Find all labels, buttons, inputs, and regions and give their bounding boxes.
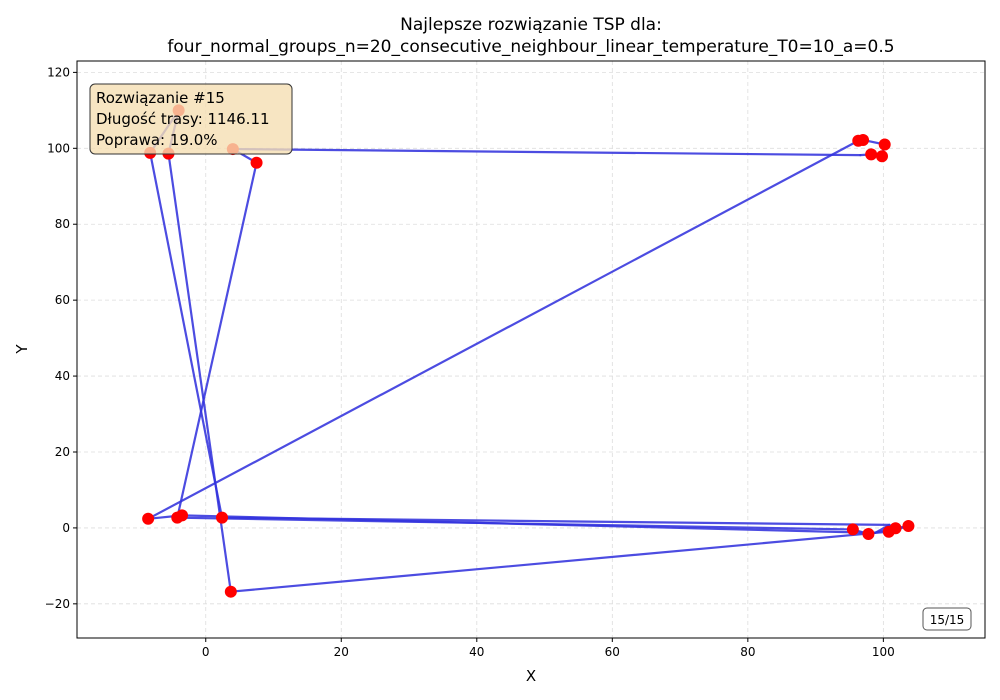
- chart-title-line2: four_normal_groups_n=20_consecutive_neig…: [167, 37, 894, 57]
- y-tick-label: 20: [55, 445, 70, 459]
- plot-frame: [76, 60, 986, 639]
- city-point: [902, 520, 915, 533]
- route-segment: [231, 147, 862, 157]
- city-point: [171, 511, 184, 524]
- y-tick-label: 120: [47, 65, 70, 79]
- chart-title-line1: Najlepsze rozwiązanie TSP dla:: [400, 15, 662, 35]
- city-point: [250, 156, 263, 169]
- route-segment: [167, 152, 232, 593]
- city-point: [224, 585, 237, 598]
- y-tick-label: 80: [55, 217, 70, 231]
- city-point: [862, 527, 875, 540]
- frame-counter-box: 15/15: [922, 607, 972, 631]
- info-route-length: Długość trasy: 1146.11: [96, 110, 270, 128]
- info-solution-number: Rozwiązanie #15: [96, 89, 225, 107]
- city-point: [876, 150, 889, 163]
- x-tick-label: 20: [334, 645, 349, 659]
- grid-lines: [77, 61, 985, 638]
- route-segment: [149, 151, 224, 519]
- route-segment: [176, 516, 854, 531]
- city-point: [142, 512, 155, 525]
- route-lines: [147, 109, 910, 593]
- route-segment: [176, 161, 258, 519]
- x-tick-label: 40: [469, 645, 484, 659]
- info-box: Rozwiązanie #15 Długość trasy: 1146.11 P…: [89, 83, 293, 155]
- city-point: [216, 511, 229, 524]
- y-tick-label: −20: [45, 597, 70, 611]
- info-improvement: Poprawa: 19.0%: [96, 131, 218, 149]
- x-tick-label: 100: [872, 645, 895, 659]
- x-tick-label: 80: [740, 645, 755, 659]
- y-tick-label: 60: [55, 293, 70, 307]
- x-axis-label: X: [526, 667, 536, 685]
- x-tick-label: 0: [202, 645, 210, 659]
- y-tick-label: 40: [55, 369, 70, 383]
- city-point: [878, 138, 891, 151]
- city-point: [889, 522, 902, 535]
- y-axis-label: Y: [13, 344, 31, 355]
- x-tick-label: 60: [605, 645, 620, 659]
- frame-counter: 15/15: [930, 613, 965, 627]
- city-point: [846, 523, 859, 536]
- city-point: [865, 148, 878, 161]
- route-segment: [147, 139, 860, 520]
- city-point: [857, 133, 870, 146]
- axis-ticks: 0 20 40 60 80 100 −20 0 20 40 60 80 100 120: [45, 65, 895, 659]
- y-tick-label: 0: [62, 521, 70, 535]
- route-segment: [229, 530, 890, 593]
- y-tick-label: 100: [47, 141, 70, 155]
